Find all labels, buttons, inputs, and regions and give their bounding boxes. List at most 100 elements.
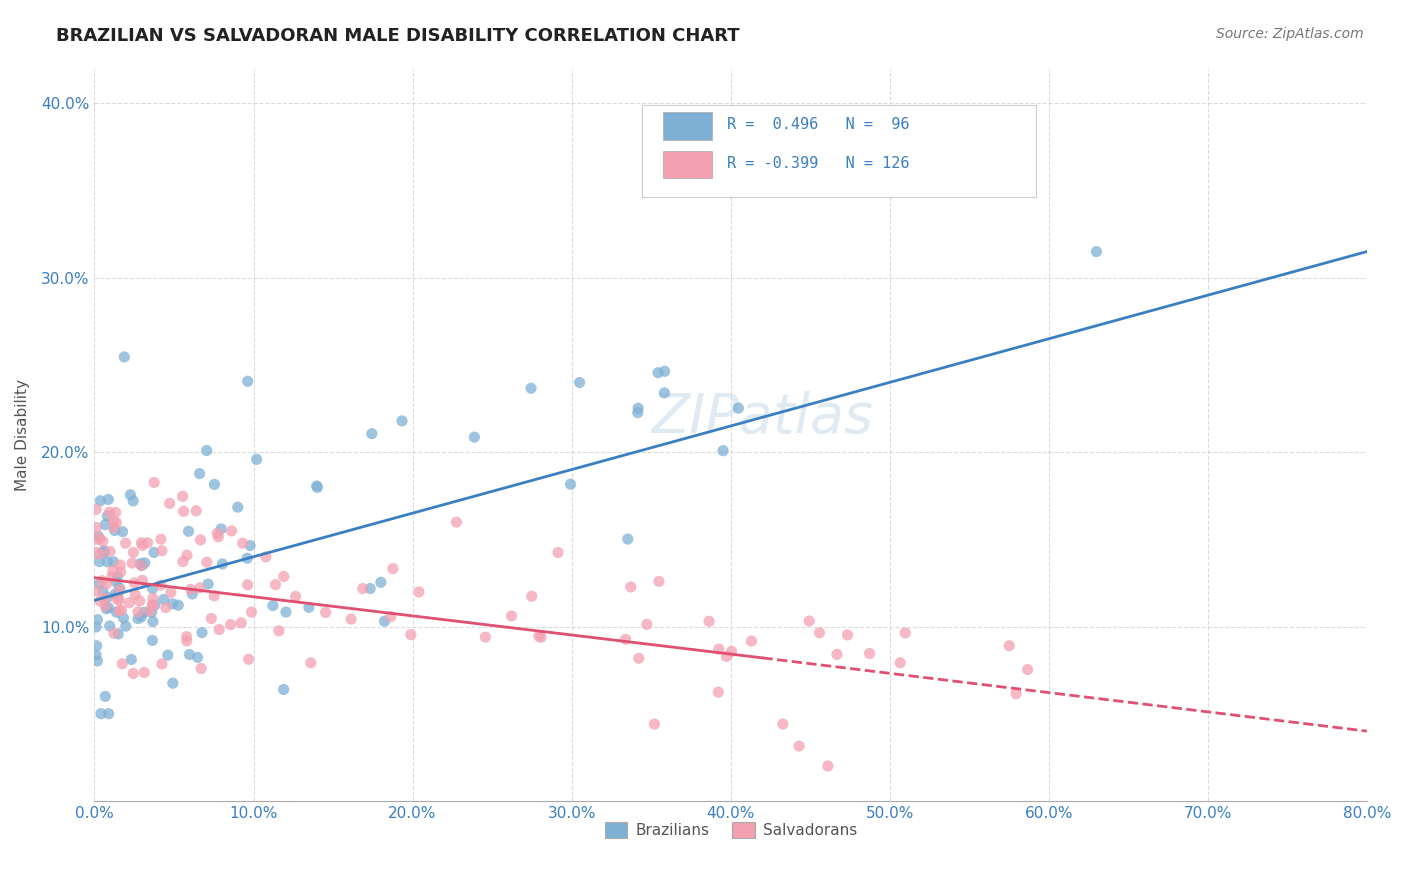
Point — [108, 558, 131, 572]
Point — [373, 615, 395, 629]
Point — [202, 589, 225, 603]
Point — [129, 557, 152, 571]
Point — [716, 649, 738, 664]
Text: R = -0.399   N = 126: R = -0.399 N = 126 — [727, 156, 910, 171]
Point — [84, 620, 107, 634]
Point — [221, 524, 243, 538]
Point — [273, 682, 295, 697]
Point — [264, 577, 287, 591]
Point — [207, 526, 229, 541]
Point — [84, 502, 107, 516]
Point — [89, 532, 111, 546]
Point — [1085, 244, 1108, 259]
Point — [110, 603, 132, 617]
Point — [129, 558, 152, 573]
Point — [654, 385, 676, 400]
Point — [186, 504, 208, 518]
Point — [520, 589, 543, 603]
Point — [627, 651, 650, 665]
Point — [108, 581, 131, 595]
Point — [131, 558, 153, 573]
Point — [134, 556, 156, 570]
Point — [298, 600, 321, 615]
Legend: Brazilians, Salvadorans: Brazilians, Salvadorans — [599, 816, 863, 845]
Point — [120, 652, 142, 666]
Point — [114, 536, 136, 550]
Text: R =  0.496   N =  96: R = 0.496 N = 96 — [727, 118, 910, 132]
Point — [236, 578, 259, 592]
Point — [131, 538, 153, 552]
Point — [740, 634, 762, 648]
Point — [207, 530, 229, 544]
Point — [191, 625, 214, 640]
Point — [91, 534, 114, 549]
Point — [143, 475, 166, 490]
Point — [159, 496, 181, 510]
Point — [172, 555, 194, 569]
Point — [107, 627, 129, 641]
Point — [195, 555, 218, 569]
Point — [97, 706, 120, 721]
Point — [98, 505, 121, 519]
Point — [284, 590, 307, 604]
Point — [627, 401, 650, 416]
Point — [98, 619, 121, 633]
Point — [141, 598, 163, 612]
Point — [131, 574, 153, 588]
Point — [89, 547, 111, 561]
Point — [108, 593, 131, 607]
Point — [208, 623, 231, 637]
Point — [96, 577, 118, 591]
Point — [96, 591, 118, 605]
Point — [190, 661, 212, 675]
Point — [104, 587, 127, 601]
Point — [167, 598, 190, 612]
Point — [209, 522, 232, 536]
Point — [359, 582, 381, 596]
Point — [111, 524, 134, 539]
Point — [711, 443, 734, 458]
Point — [360, 426, 382, 441]
Point — [86, 639, 108, 653]
Point — [103, 520, 125, 534]
Text: Source: ZipAtlas.com: Source: ZipAtlas.com — [1216, 27, 1364, 41]
Point — [837, 628, 859, 642]
Point — [89, 594, 111, 608]
Point — [894, 626, 917, 640]
Point — [89, 555, 111, 569]
Point — [162, 676, 184, 690]
Point — [84, 545, 107, 559]
Point — [172, 489, 194, 503]
Point — [188, 581, 211, 595]
Point — [89, 493, 111, 508]
Point — [108, 582, 131, 597]
Point — [299, 656, 322, 670]
Point — [190, 533, 212, 547]
Point — [889, 656, 911, 670]
Point — [112, 350, 135, 364]
Point — [616, 532, 638, 546]
Point — [568, 376, 591, 390]
Point — [195, 443, 218, 458]
Point — [142, 598, 165, 612]
Point — [105, 575, 128, 590]
Point — [114, 619, 136, 633]
Point — [636, 617, 658, 632]
Point — [107, 569, 129, 583]
Point — [96, 555, 118, 569]
Point — [273, 569, 295, 583]
Point — [84, 648, 107, 662]
Point — [94, 591, 117, 606]
Point — [124, 587, 146, 601]
Point — [86, 613, 108, 627]
Point — [727, 401, 749, 415]
Point — [797, 614, 820, 628]
Point — [197, 577, 219, 591]
Point — [474, 630, 496, 644]
Point — [86, 654, 108, 668]
Point — [254, 549, 277, 564]
Point — [134, 665, 156, 680]
Point — [152, 592, 174, 607]
Point — [176, 634, 198, 648]
Point — [614, 632, 637, 647]
